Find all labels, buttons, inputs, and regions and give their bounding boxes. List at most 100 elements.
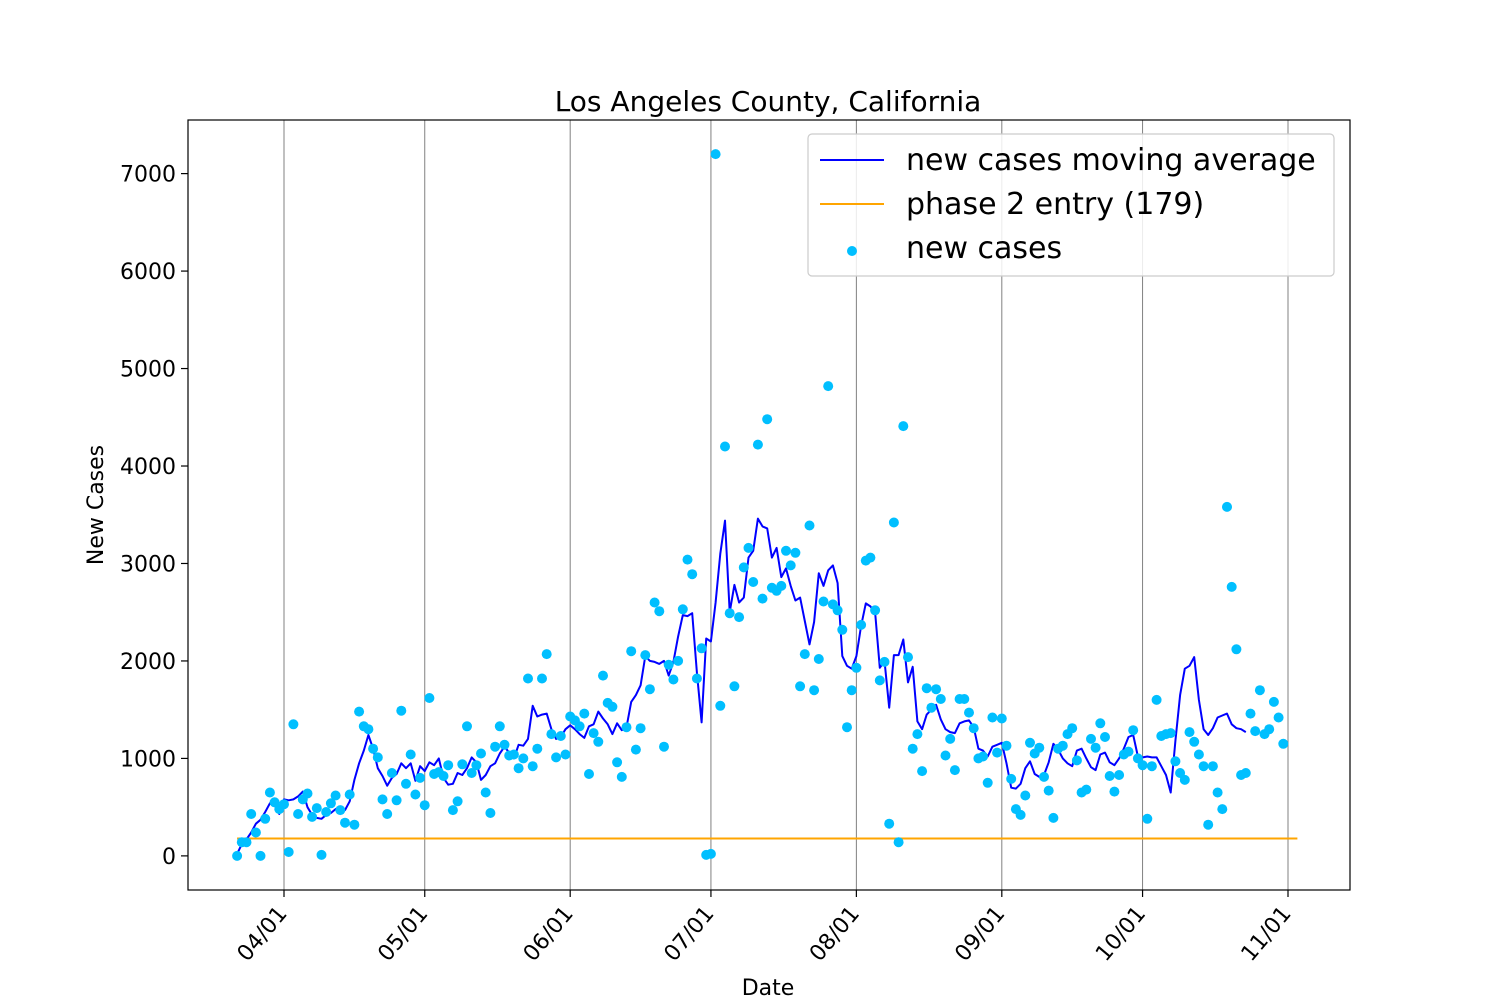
new-cases-point — [1086, 733, 1096, 744]
new-cases-point — [630, 744, 641, 755]
new-cases-point — [710, 149, 721, 160]
new-cases-point — [949, 765, 960, 776]
new-cases-point — [598, 670, 608, 681]
y-axis-label: New Cases — [84, 445, 109, 565]
new-cases-point — [799, 649, 810, 660]
legend-box — [807, 133, 1335, 277]
new-cases-point — [527, 761, 538, 772]
new-cases-point — [1015, 809, 1026, 820]
new-cases-point — [738, 562, 749, 573]
new-cases-point — [729, 681, 740, 692]
new-cases-point — [752, 439, 763, 450]
legend: new cases moving average phase 2 entry (… — [807, 133, 1335, 277]
new-cases-point — [419, 800, 430, 811]
new-cases-point — [851, 662, 862, 673]
new-cases-point — [1048, 812, 1059, 823]
new-cases-point — [640, 650, 651, 661]
new-cases-point — [452, 796, 463, 807]
new-cases-point — [926, 702, 937, 713]
new-cases-point — [424, 693, 435, 703]
new-cases-point — [1240, 768, 1251, 778]
new-cases-point — [1123, 746, 1134, 757]
new-cases-point — [987, 712, 998, 723]
new-cases-point — [734, 612, 745, 623]
new-cases-point — [574, 721, 585, 732]
new-cases-point — [687, 569, 698, 580]
new-cases-point — [912, 729, 923, 740]
new-cases-point — [785, 560, 796, 571]
new-cases-point — [415, 772, 426, 783]
new-cases-point — [1137, 760, 1148, 771]
new-cases-point — [795, 681, 806, 692]
new-cases-point — [903, 652, 913, 663]
new-cases-point — [349, 819, 360, 830]
new-cases-point — [743, 542, 754, 553]
new-cases-point — [368, 743, 379, 754]
plot-frame — [187, 119, 1351, 891]
new-cases-point — [311, 803, 322, 814]
new-cases-point — [635, 723, 646, 734]
new-cases-point — [279, 799, 289, 810]
new-cases-point — [870, 605, 881, 616]
new-cases-point — [335, 805, 346, 816]
new-cases-point — [968, 723, 979, 734]
new-cases-point — [1165, 728, 1176, 739]
new-cases-point — [321, 807, 332, 817]
new-cases-point — [293, 809, 304, 819]
new-cases-point — [555, 731, 566, 741]
new-cases-point — [241, 837, 252, 848]
y-tick-label-2000: 2000 — [120, 650, 176, 675]
new-cases-point — [1020, 790, 1031, 801]
new-cases-point — [485, 808, 496, 818]
y-tick-label-7000: 7000 — [120, 163, 176, 188]
new-cases-point — [401, 778, 411, 789]
new-cases-point — [1203, 819, 1214, 830]
new-cases-point — [1067, 723, 1078, 734]
new-cases-point — [1198, 761, 1209, 772]
new-cases-point — [1071, 755, 1082, 766]
new-cases-point — [1146, 761, 1157, 772]
new-cases-point — [363, 724, 374, 735]
new-cases-point — [246, 809, 257, 819]
new-cases-point — [1278, 738, 1289, 749]
new-cases-point — [302, 788, 313, 799]
new-cases-point — [457, 759, 468, 770]
new-cases-point — [917, 766, 928, 777]
plot-contents — [232, 149, 1298, 861]
new-cases-point — [410, 789, 421, 800]
new-cases-point — [865, 552, 876, 563]
new-cases-point — [607, 701, 618, 712]
new-cases-point — [1043, 785, 1054, 796]
new-cases-point — [330, 790, 341, 801]
moving-average-line — [236, 517, 1247, 855]
new-cases-point — [945, 733, 956, 744]
new-cases-point — [776, 580, 787, 591]
new-cases-point — [996, 713, 1007, 724]
new-cases-point — [1245, 708, 1256, 719]
new-cases-point — [705, 848, 716, 859]
new-cases-point — [884, 818, 895, 829]
new-cases-point — [1250, 726, 1261, 737]
new-cases-point — [1151, 694, 1162, 705]
new-cases-point — [1217, 804, 1228, 815]
moving-average-layer — [236, 517, 1247, 855]
new-cases-point — [673, 655, 684, 666]
new-cases-point — [584, 769, 594, 779]
new-cases-point — [325, 798, 336, 809]
new-cases-point — [790, 547, 801, 558]
new-cases-point — [1109, 786, 1120, 797]
new-cases-point — [1095, 718, 1106, 729]
legend-label-new-cases: new cases — [906, 231, 1062, 266]
new-cases-point — [874, 675, 885, 686]
new-cases-point — [382, 809, 393, 819]
new-cases-point — [462, 721, 472, 732]
new-cases-point — [1142, 813, 1153, 824]
y-tick-label-6000: 6000 — [120, 260, 176, 285]
new-cases-point — [907, 743, 918, 754]
new-cases-point — [659, 741, 669, 752]
y-tick-label-3000: 3000 — [120, 552, 176, 577]
new-cases-point — [386, 768, 397, 778]
new-cases-point — [898, 421, 909, 432]
x-axis-label: Date — [742, 976, 795, 1000]
new-cases-point — [255, 850, 266, 861]
